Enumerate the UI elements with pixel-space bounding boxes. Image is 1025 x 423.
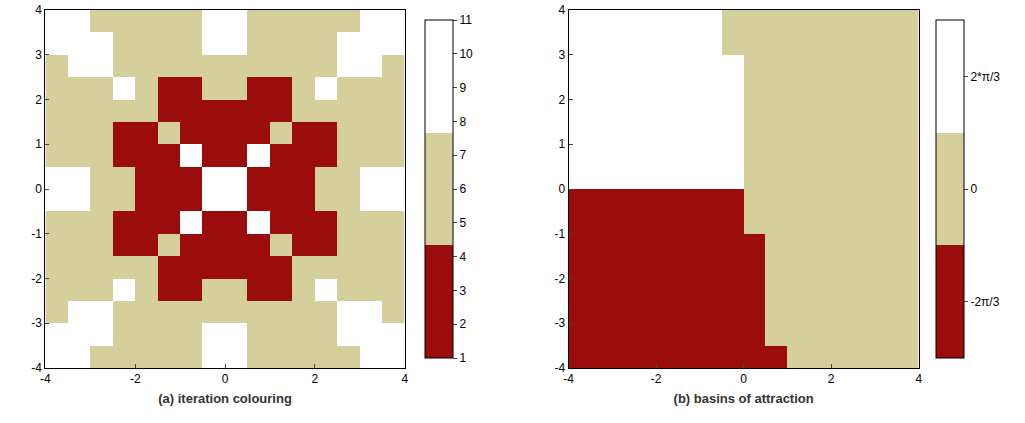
svg-text:4: 4 <box>459 250 466 264</box>
svg-text:4: 4 <box>35 3 42 17</box>
svg-text:2: 2 <box>35 93 42 107</box>
svg-text:-1: -1 <box>31 227 42 241</box>
svg-text:-1: -1 <box>554 227 565 241</box>
svg-text:10: 10 <box>459 47 473 61</box>
svg-text:1: 1 <box>558 137 565 151</box>
svg-text:-2: -2 <box>554 272 565 286</box>
svg-text:-4: -4 <box>31 361 42 375</box>
svg-text:2: 2 <box>828 372 835 386</box>
svg-text:6: 6 <box>459 182 466 196</box>
svg-text:1: 1 <box>459 351 466 365</box>
svg-text:-4: -4 <box>554 361 565 375</box>
svg-text:7: 7 <box>459 148 466 162</box>
svg-text:(b) basins of attraction: (b) basins of attraction <box>674 391 814 406</box>
svg-text:0: 0 <box>222 372 229 386</box>
svg-text:-2: -2 <box>31 272 42 286</box>
svg-text:-4: -4 <box>40 372 51 386</box>
svg-text:2: 2 <box>459 317 466 331</box>
svg-text:3: 3 <box>459 284 466 298</box>
svg-text:-3: -3 <box>554 316 565 330</box>
svg-text:-2π/3: -2π/3 <box>970 295 999 309</box>
svg-text:0: 0 <box>740 372 747 386</box>
svg-text:4: 4 <box>558 3 565 17</box>
svg-text:-4: -4 <box>563 372 574 386</box>
svg-text:0: 0 <box>970 182 977 196</box>
svg-text:9: 9 <box>459 81 466 95</box>
svg-text:3: 3 <box>558 48 565 62</box>
svg-text:-2: -2 <box>130 372 141 386</box>
svg-text:4: 4 <box>401 372 408 386</box>
svg-text:0: 0 <box>35 182 42 196</box>
svg-text:2*π/3: 2*π/3 <box>970 70 1000 84</box>
svg-text:-3: -3 <box>31 316 42 330</box>
svg-text:1: 1 <box>35 137 42 151</box>
svg-text:11: 11 <box>459 13 472 27</box>
svg-text:2: 2 <box>558 93 565 107</box>
svg-text:2: 2 <box>312 372 319 386</box>
svg-text:(a) iteration colouring: (a) iteration colouring <box>158 391 292 406</box>
svg-text:3: 3 <box>35 48 42 62</box>
svg-text:5: 5 <box>459 216 466 230</box>
svg-text:0: 0 <box>558 182 565 196</box>
svg-text:8: 8 <box>459 115 466 129</box>
svg-text:-2: -2 <box>651 372 662 386</box>
svg-text:4: 4 <box>915 372 922 386</box>
